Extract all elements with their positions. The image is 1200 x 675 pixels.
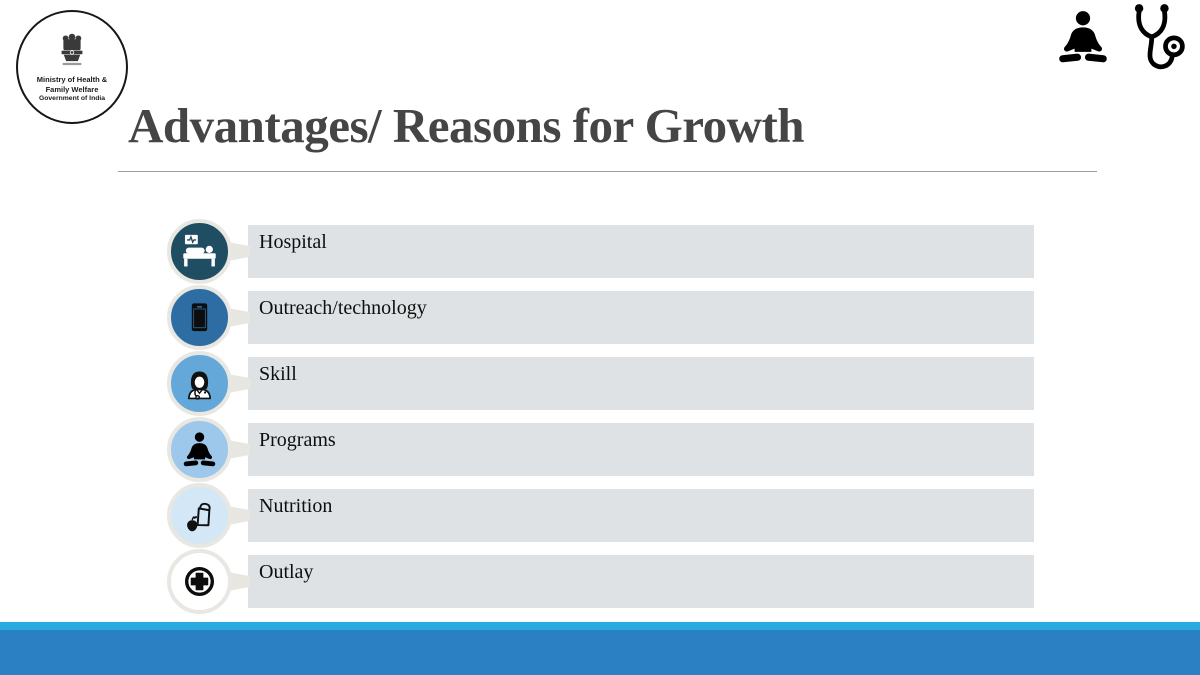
item-icon-circle: [167, 549, 232, 614]
item-label: Outlay: [259, 561, 314, 583]
item-icon-circle: [167, 417, 232, 482]
item-bar: Outlay: [248, 555, 1034, 608]
list-item: Nutrition: [167, 483, 1034, 548]
list-item: Outlay: [167, 549, 1034, 614]
item-icon-circle: [167, 285, 232, 350]
medical-professional-icon: [187, 371, 212, 400]
smartphone-icon: [191, 303, 208, 332]
ministry-logo: Ministry of Health & Family Welfare Gove…: [16, 10, 128, 124]
item-bar: Nutrition: [248, 489, 1034, 542]
nutrition-bag-apple-icon: [187, 502, 211, 532]
yoga-person-icon: [1059, 11, 1107, 63]
item-icon-circle: [167, 351, 232, 416]
item-bar: Skill: [248, 357, 1034, 410]
item-label: Skill: [259, 363, 297, 385]
item-label: Programs: [259, 429, 336, 451]
yoga-person-icon: [183, 432, 216, 467]
header-corner-icons: [1052, 2, 1188, 78]
item-label: Hospital: [259, 231, 327, 253]
list-item: Programs: [167, 417, 1034, 482]
ministry-name: Ministry of Health & Family Welfare: [36, 75, 108, 94]
list-item: Hospital: [167, 219, 1034, 284]
item-bar: Outreach/technology: [248, 291, 1034, 344]
page-title: Advantages/ Reasons for Growth: [128, 98, 805, 153]
item-label: Nutrition: [259, 495, 333, 517]
ashoka-emblem-icon: [61, 33, 83, 66]
title-underline: [118, 171, 1097, 172]
item-icon-circle: [167, 483, 232, 548]
footer-band: [0, 630, 1200, 675]
item-icon-circle: [167, 219, 232, 284]
item-bar: Hospital: [248, 225, 1034, 278]
list-item: Outreach/technology: [167, 285, 1034, 350]
item-label: Outreach/technology: [259, 297, 427, 319]
item-bar: Programs: [248, 423, 1034, 476]
stethoscope-icon: [1134, 4, 1185, 70]
government-name: Government of India: [38, 94, 106, 102]
hospital-bed-icon: [183, 234, 216, 267]
advantage-list: Hospital Outreach/technology Skill: [167, 219, 1034, 621]
plus-circle-icon: [184, 566, 215, 597]
footer-accent-stripe: [0, 622, 1200, 630]
list-item: Skill: [167, 351, 1034, 416]
